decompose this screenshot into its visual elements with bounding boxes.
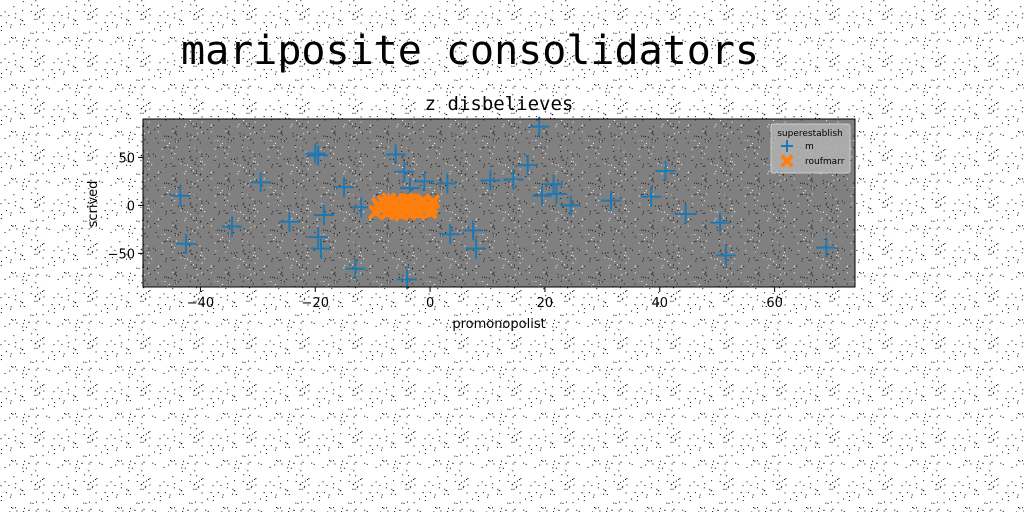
plot-noise	[143, 119, 855, 287]
data-point-m-17	[414, 171, 435, 192]
legend-marker-m	[781, 140, 793, 152]
data-point-m-9	[313, 205, 334, 225]
data-point-m-12	[351, 197, 372, 218]
data-point-m-30	[600, 190, 621, 211]
y-axis-label: scrived	[86, 181, 101, 228]
data-point-m-4	[279, 211, 300, 232]
data-point-m-31	[641, 186, 662, 207]
data-point-m-14	[394, 161, 415, 182]
x-tick-label-1: −20	[302, 296, 329, 311]
data-point-roufmarr-28	[384, 196, 399, 211]
legend-box	[770, 123, 851, 174]
data-point-m-1	[176, 233, 197, 254]
axes-title: z disbelieves	[425, 93, 574, 115]
data-point-m-35	[715, 245, 736, 266]
data-point-m-8	[311, 238, 331, 259]
data-point-m-26	[532, 185, 553, 206]
legend-label-roufmarr: roufmarr	[805, 157, 845, 167]
data-point-m-3	[250, 172, 271, 193]
x-tick-label-2: 0	[426, 296, 434, 311]
data-point-m-19	[440, 224, 461, 245]
legend-title: superestablish	[777, 129, 843, 139]
data-point-m-13	[385, 144, 406, 165]
data-point-m-6	[308, 145, 329, 166]
data-point-m-2	[222, 216, 242, 237]
data-point-m-27	[543, 174, 564, 195]
data-point-m-20	[463, 220, 484, 241]
y-tick-label-1: 0	[127, 199, 135, 214]
data-point-roufmarr-23	[389, 205, 404, 220]
data-point-m-32	[655, 160, 676, 181]
data-point-m-22	[480, 170, 501, 191]
x-tick-label-4: 40	[652, 296, 669, 311]
data-point-m-0	[170, 185, 191, 206]
figure-title: mariposite consolidators	[181, 28, 759, 74]
legend-entries: m roufmarr	[781, 140, 845, 167]
data-point-m-5	[305, 143, 326, 164]
data-point-m-23	[503, 169, 524, 190]
x-tick-label-0: −40	[187, 296, 214, 311]
y-tick-label-2: 50	[118, 151, 135, 166]
legend-marker-roufmarr	[781, 155, 793, 167]
y-axis-ticks: −50 0 50	[108, 151, 143, 262]
x-axis-ticks: −40 −20 0 20 40 60	[187, 287, 783, 311]
data-point-m-18	[437, 173, 458, 194]
data-point-m-34	[710, 212, 731, 233]
x-tick-label-5: 60	[766, 296, 783, 311]
x-axis-label: promonopolist	[452, 317, 545, 332]
data-point-m-33	[675, 204, 696, 225]
data-point-m-28	[546, 183, 567, 204]
legend-label-m: m	[805, 142, 814, 152]
data-point-m-25	[529, 116, 550, 137]
legend: superestablish m roufmarr	[770, 123, 851, 174]
data-point-roufmarr-29	[404, 199, 419, 214]
data-point-m-15	[397, 269, 418, 290]
data-point-m-24	[517, 155, 538, 176]
data-point-m-11	[345, 258, 366, 279]
data-point-m-21	[466, 238, 487, 259]
plot-frame	[142, 118, 856, 288]
data-point-roufmarr-27	[424, 200, 439, 215]
x-tick-label-3: 20	[537, 296, 554, 311]
data-marks	[170, 116, 837, 290]
y-tick-label-0: −50	[108, 247, 135, 262]
data-point-m-36	[816, 237, 837, 258]
data-point-m-7	[308, 227, 329, 248]
data-point-m-29	[560, 195, 581, 216]
data-point-m-10	[333, 177, 354, 198]
